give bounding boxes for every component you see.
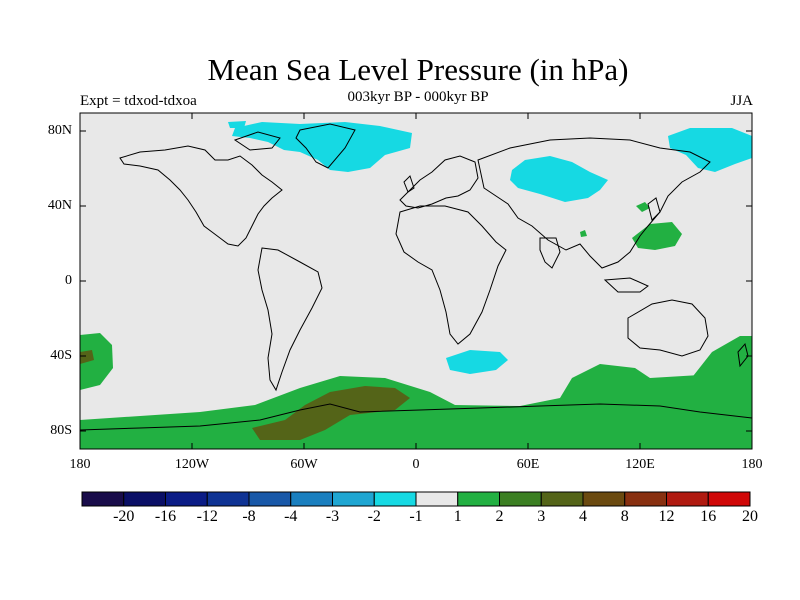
- colorbar-box: [457, 491, 500, 507]
- colorbar-box: [666, 491, 709, 507]
- colorbar-box: [373, 491, 417, 507]
- lat-label-40s: 40S: [50, 348, 72, 363]
- colorbar-box: [165, 491, 208, 507]
- positive-anomaly-south-pacific-east: [690, 336, 752, 400]
- colorbar-box: [206, 491, 250, 507]
- lon-label-60w: 60W: [290, 457, 318, 472]
- negative-anomaly-alaska: [228, 121, 246, 128]
- colorbar-box: [123, 491, 166, 507]
- lon-label-180e: 180: [741, 457, 763, 472]
- colorbar-box: [582, 491, 626, 507]
- season-label: JJA: [730, 93, 753, 109]
- lon-label-120w: 120W: [174, 457, 210, 472]
- negative-anomaly-bering: [668, 128, 752, 172]
- lat-label-40n: 40N: [47, 198, 72, 213]
- colorbar-label: 16: [700, 508, 717, 525]
- negative-anomaly-arctic-atlantic: [232, 122, 412, 172]
- colorbar-box: [332, 491, 375, 507]
- colorbar-label: 20: [742, 508, 758, 525]
- positive-anomaly-southern-ocean: [80, 362, 752, 449]
- lat-label-80n: 80N: [47, 123, 72, 138]
- positive-anomaly-japan: [636, 202, 650, 212]
- map-subtitle: 003kyr BP - 000kyr BP: [347, 89, 489, 105]
- pressure-field: [80, 121, 752, 449]
- colorbar-box: [499, 491, 542, 507]
- colorbar-label: 2: [495, 508, 504, 525]
- colorbar-label: 1: [453, 508, 462, 525]
- positive-anomaly-pacific-small: [80, 350, 94, 364]
- lon-label-60e: 60E: [516, 457, 540, 472]
- colorbar-label: -4: [284, 508, 298, 525]
- colorbar-label: -2: [367, 508, 381, 525]
- colorbar-label: 12: [658, 508, 675, 525]
- colorbar-label: 3: [537, 508, 546, 525]
- colorbar-label: 8: [620, 508, 629, 525]
- colorbar-label: -8: [242, 508, 256, 525]
- negative-anomaly-siberia: [510, 156, 608, 202]
- lat-label-0: 0: [65, 273, 72, 288]
- colorbar-box: [540, 491, 584, 507]
- positive-anomaly-weddell: [252, 386, 410, 440]
- positive-anomaly-south-pacific-west: [80, 333, 113, 390]
- lon-ticks: [79, 113, 753, 449]
- lon-label-0: 0: [412, 457, 420, 472]
- colorbar-box: [415, 491, 459, 507]
- colorbar-label: -3: [325, 508, 340, 525]
- colorbar-label: -16: [154, 508, 177, 525]
- colorbar-label: -12: [196, 508, 218, 525]
- negative-anomaly-south-atlantic: [446, 350, 508, 374]
- colorbar-label: -1: [409, 508, 423, 525]
- map-title: Mean Sea Level Pressure (in hPa): [207, 52, 629, 87]
- colorbar-box: [248, 491, 292, 507]
- colorbar-box: [707, 491, 751, 507]
- colorbar: [81, 491, 751, 507]
- lat-label-80s: 80S: [50, 423, 72, 438]
- colorbar-label: -20: [113, 508, 135, 525]
- colorbar-box: [290, 491, 333, 507]
- colorbar-box: [624, 491, 667, 507]
- lon-label-120e: 120E: [625, 457, 655, 472]
- colorbar-label: 4: [579, 508, 587, 525]
- experiment-label: Expt = tdxod-tdxoa: [80, 93, 197, 109]
- positive-anomaly-china: [580, 230, 587, 237]
- colorbar-box: [81, 491, 125, 507]
- lat-ticks: [80, 130, 752, 432]
- lon-label-180w: 180: [69, 457, 91, 472]
- positive-anomaly-nw-pacific: [632, 222, 682, 250]
